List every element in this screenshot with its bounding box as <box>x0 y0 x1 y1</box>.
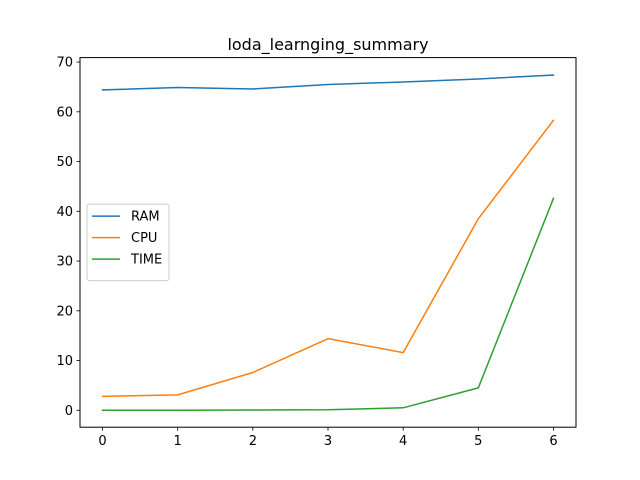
x-tick-label: 1 <box>174 434 182 449</box>
y-tick-label: 70 <box>56 56 73 71</box>
y-tick-label: 10 <box>56 354 73 369</box>
y-axis: 0 10 20 30 40 50 60 70 <box>56 56 80 419</box>
y-tick-label: 40 <box>56 205 73 220</box>
legend-label-ram: RAM <box>131 210 160 225</box>
x-tick-label: 5 <box>474 434 482 449</box>
y-tick-label: 20 <box>56 304 73 319</box>
series-line-cpu <box>101 119 555 398</box>
legend: RAM CPU TIME <box>86 203 170 282</box>
series-layer <box>101 74 555 412</box>
x-tick-label: 4 <box>399 434 407 449</box>
y-tick-label: 30 <box>56 255 73 270</box>
series-line-ram <box>101 74 555 91</box>
y-tick-label: 60 <box>56 105 73 120</box>
x-tick-label: 6 <box>549 434 557 449</box>
x-tick-label: 2 <box>249 434 257 449</box>
x-tick-label: 0 <box>98 434 106 449</box>
legend-box <box>86 203 170 282</box>
chart-title: loda_learnging_summary <box>227 35 428 55</box>
legend-label-cpu: CPU <box>131 231 157 246</box>
series-line-time <box>101 197 555 412</box>
y-tick-label: 50 <box>56 155 73 170</box>
x-tick-label: 3 <box>324 434 332 449</box>
x-axis: 0 1 2 3 4 5 6 <box>98 427 558 449</box>
y-tick-label: 0 <box>65 404 73 419</box>
legend-label-time: TIME <box>130 253 162 268</box>
